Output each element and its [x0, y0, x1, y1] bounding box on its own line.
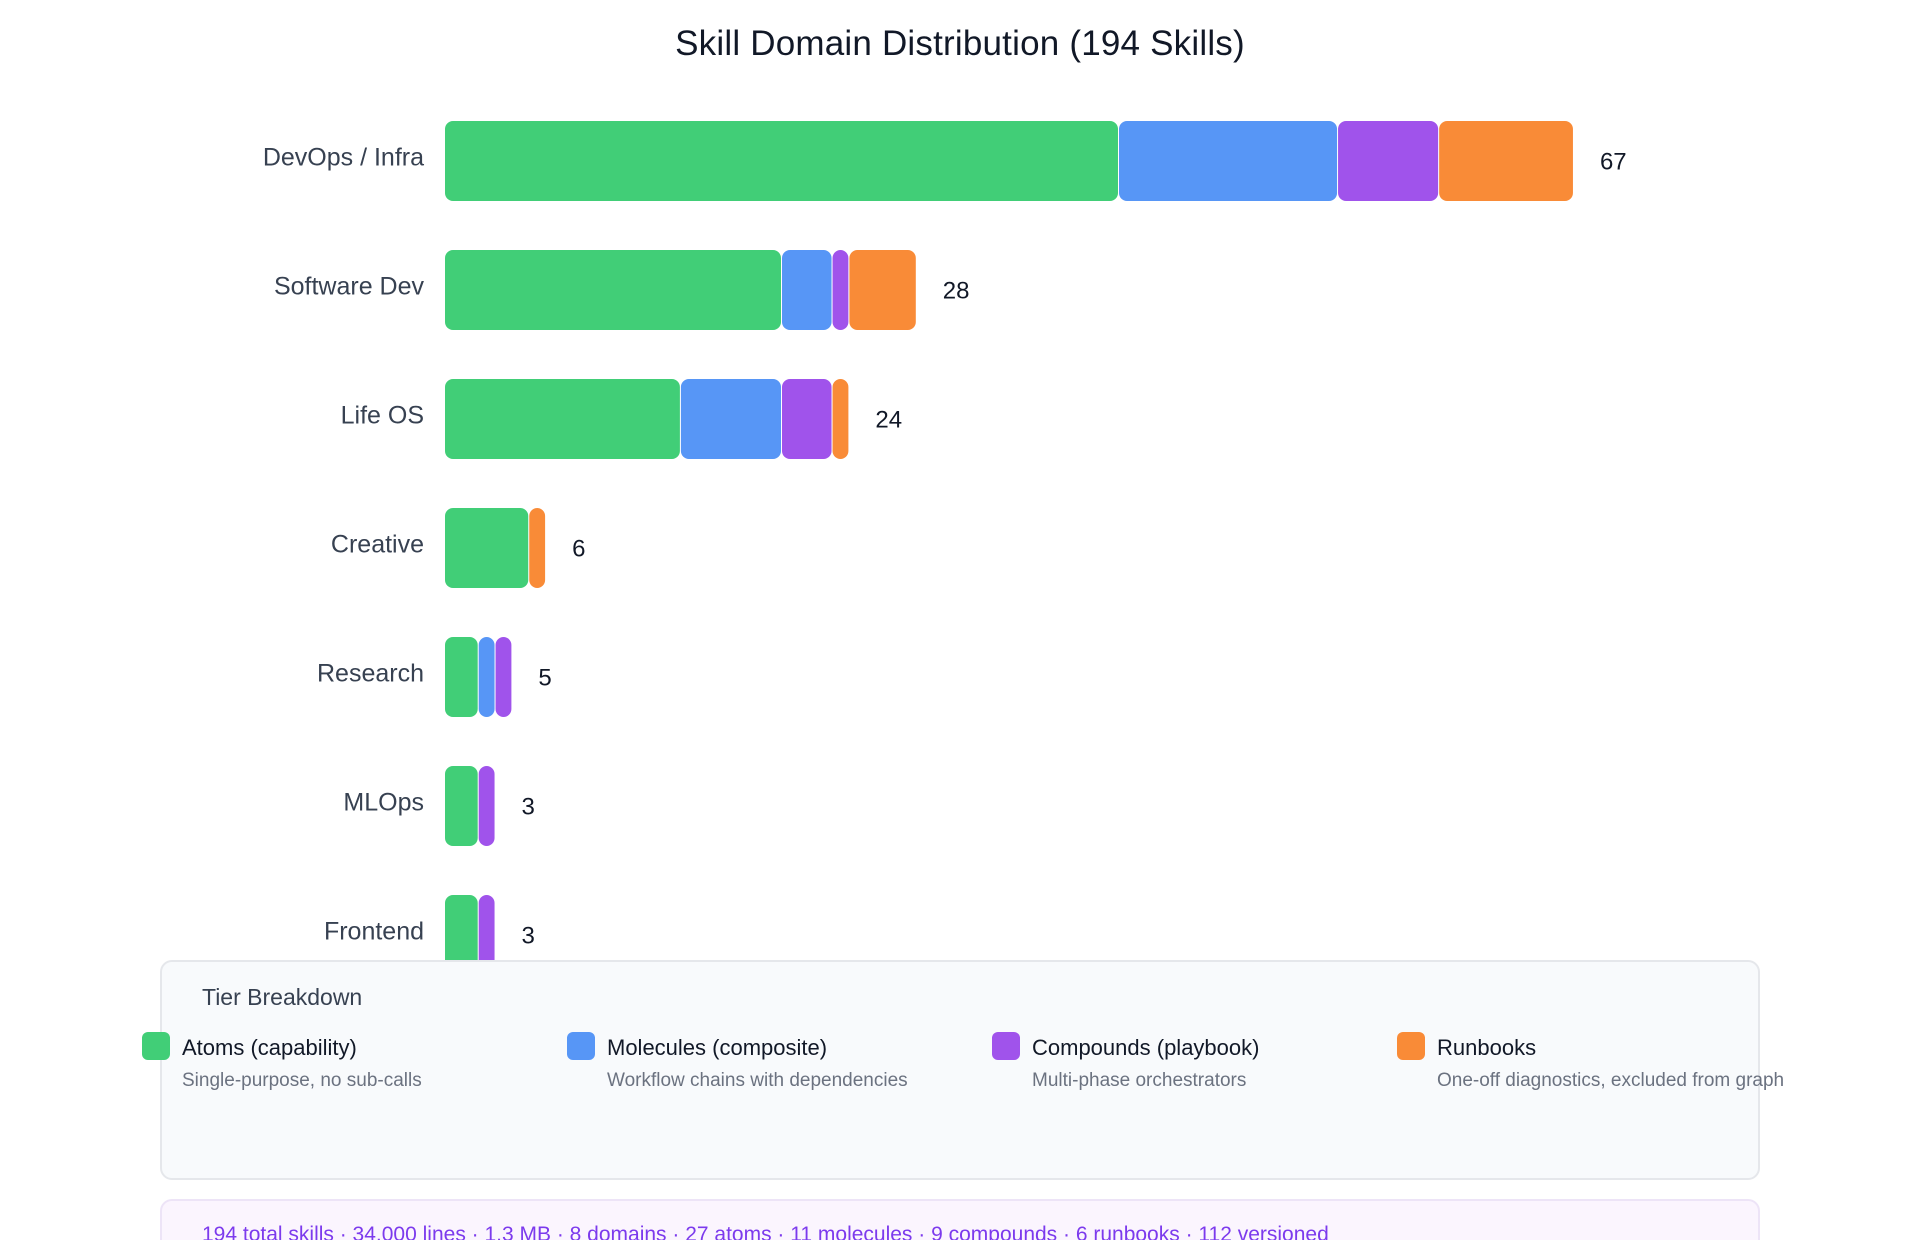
bar-segment [1119, 121, 1338, 201]
total-label: 5 [538, 664, 551, 691]
legend-name-molecules: Molecules (composite) [607, 1035, 828, 1060]
bar-segment [445, 508, 529, 588]
molecule-swatch-icon [567, 1032, 595, 1060]
bar-segment [445, 895, 478, 975]
total-label: 6 [572, 535, 585, 562]
summary-text: 194 total skills · 34,000 lines · 1.3 MB… [202, 1223, 1329, 1240]
bar-segment [849, 250, 916, 330]
legend-desc-runbooks: One-off diagnostics, excluded from graph [1437, 1070, 1785, 1091]
bar-segment [445, 121, 1118, 201]
bar-segment [478, 637, 495, 717]
bar-segment [495, 637, 512, 717]
summary-footer: 194 total skills · 34,000 lines · 1.3 MB… [160, 1199, 1760, 1240]
bar-group: MLOps 3 [343, 766, 535, 846]
runbook-swatch-icon [1397, 1032, 1425, 1060]
bar-segment [832, 250, 849, 330]
bar-group: DevOps / Infra 67 [263, 121, 1627, 201]
legend-name-compounds: Compounds (playbook) [1032, 1035, 1260, 1060]
category-label: Research [317, 660, 424, 688]
category-label: Frontend [324, 918, 424, 946]
legend-name-atoms: Atoms (capability) [182, 1035, 357, 1060]
atom-swatch-icon [142, 1032, 170, 1060]
bar-segment [445, 637, 478, 717]
tier-breakdown-card: Tier Breakdown Atoms (capability) Single… [142, 960, 1784, 1180]
chart-title: Skill Domain Distribution (194 Skills) [675, 24, 1245, 63]
bar-group: Life OS 24 [341, 379, 902, 459]
total-label: 28 [943, 277, 970, 304]
category-label: MLOps [343, 789, 424, 817]
bar-segment [832, 379, 849, 459]
bar-segment [445, 766, 478, 846]
bar-segment [1439, 121, 1573, 201]
bar-group: Research 5 [317, 637, 552, 717]
bar-segment [445, 250, 781, 330]
bar-segment [445, 379, 680, 459]
bar-segment [680, 379, 781, 459]
bar-segment [478, 766, 495, 846]
bar-segment [782, 250, 832, 330]
legend-name-runbooks: Runbooks [1437, 1035, 1537, 1060]
legend-desc-atoms: Single-purpose, no sub-calls [182, 1070, 422, 1091]
category-label: Life OS [341, 402, 424, 430]
total-label: 3 [522, 922, 535, 949]
bar-segment [478, 895, 495, 975]
bar-group: Frontend 3 [324, 895, 535, 975]
tier-breakdown-title: Tier Breakdown [202, 984, 363, 1010]
bar-group: Creative 6 [331, 508, 585, 588]
total-label: 24 [875, 406, 902, 433]
category-label: Software Dev [274, 273, 425, 301]
compound-swatch-icon [992, 1032, 1020, 1060]
total-label: 67 [1600, 148, 1627, 175]
total-label: 3 [522, 793, 535, 820]
category-label: DevOps / Infra [263, 144, 424, 172]
bar-segment [529, 508, 546, 588]
bar-group: Software Dev 28 [274, 250, 970, 330]
bar-segment [1338, 121, 1439, 201]
legend-desc-compounds: Multi-phase orchestrators [1032, 1070, 1247, 1091]
bar-segment [782, 379, 832, 459]
category-label: Creative [331, 531, 424, 559]
legend-desc-molecules: Workflow chains with dependencies [607, 1070, 908, 1091]
